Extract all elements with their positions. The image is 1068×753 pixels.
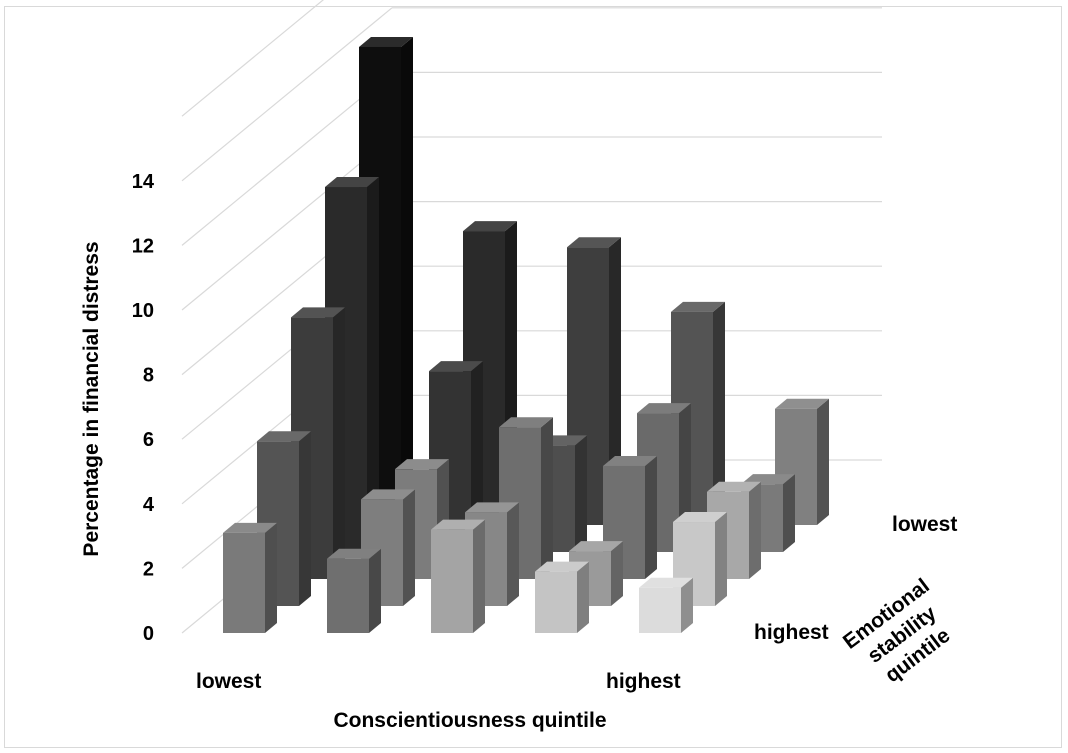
bar-side [541, 417, 553, 579]
gridline-diagonal [181, 71, 393, 246]
bar-side [817, 398, 829, 525]
y-tick-label: 8 [143, 365, 154, 387]
bar-top [465, 502, 519, 513]
y-tick-label: 12 [132, 235, 154, 257]
gridline-diagonal [181, 136, 393, 311]
bar-side [403, 489, 415, 606]
bar-top [637, 403, 691, 414]
bar-side [783, 474, 795, 552]
y-tick-label: 6 [143, 429, 154, 451]
bar-front [639, 587, 681, 633]
x-axis-title: Conscientiousness quintile [333, 709, 606, 732]
x-label-highest: highest [606, 670, 681, 693]
bar-top [359, 36, 413, 47]
y-tick-label: 10 [132, 300, 154, 322]
z-label-highest: highest [754, 621, 829, 644]
bar-top [741, 474, 795, 485]
bar-top [567, 237, 621, 248]
y-tick-label: 0 [143, 623, 154, 645]
x-label-lowest: lowest [196, 670, 261, 693]
bar-top [291, 307, 345, 318]
bar-top [535, 561, 589, 572]
bar-side [401, 36, 413, 526]
bar-top [463, 221, 517, 232]
bar-top [257, 431, 311, 442]
bar [535, 561, 589, 633]
bar-side [611, 541, 623, 606]
bar-side [609, 237, 621, 525]
bar-top [775, 398, 829, 409]
bar-front [223, 532, 265, 633]
bar-side [299, 431, 311, 606]
bar [775, 398, 829, 525]
y-tick-label: 14 [132, 171, 155, 193]
bar-side [749, 481, 761, 579]
bar [327, 548, 381, 633]
bar-top [431, 519, 485, 530]
bar-side [265, 522, 277, 633]
bar-side [333, 307, 345, 579]
bar-side [715, 512, 727, 606]
y-tick-label: 2 [143, 558, 154, 580]
bar [223, 522, 277, 633]
bar-front [327, 558, 369, 633]
gridline-diagonal [181, 7, 393, 182]
bar-top [673, 512, 727, 523]
bar-side [507, 502, 519, 606]
bar-top [639, 577, 693, 588]
bar-top [361, 489, 415, 500]
bar-top [499, 417, 553, 428]
bar-top [569, 541, 623, 552]
bar-side [575, 435, 587, 552]
bar-side [681, 577, 693, 633]
bar-top [429, 361, 483, 372]
bar-side [473, 519, 485, 633]
bars [223, 36, 829, 633]
bar-front [431, 529, 473, 633]
gridline-diagonal [181, 0, 324, 117]
z-axis-title: Emotional stability quintile [839, 574, 954, 687]
bar-side [369, 548, 381, 633]
bar-front [535, 571, 577, 633]
bar-side [713, 301, 725, 525]
bar-top [325, 177, 379, 188]
bar [639, 577, 693, 633]
bar-side [367, 177, 379, 552]
y-tick-label: 4 [143, 494, 155, 516]
bar-side [645, 455, 657, 579]
bar [431, 519, 485, 633]
bar-top [327, 548, 381, 559]
y-axis-title: Percentage in financial distress [80, 241, 103, 556]
z-label-lowest: lowest [892, 513, 957, 536]
bar-top [603, 455, 657, 466]
bar-top [671, 301, 725, 312]
bar-top [707, 481, 761, 492]
bar-top [395, 459, 449, 470]
chart-frame [4, 6, 1062, 748]
bar-top [223, 522, 277, 533]
bar-side [577, 561, 589, 633]
